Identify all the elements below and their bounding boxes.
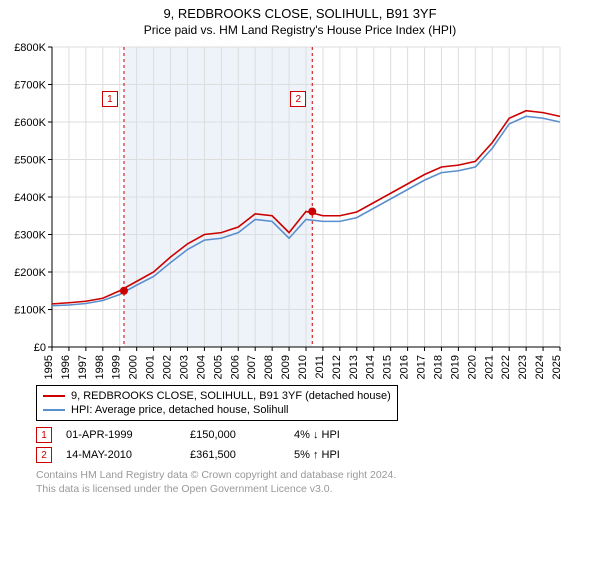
page-subtitle: Price paid vs. HM Land Registry's House … [0,23,600,37]
sale-date: 01-APR-1999 [66,429,176,441]
sale-date: 14-MAY-2010 [66,449,176,461]
legend-item: 9, REDBROOKS CLOSE, SOLIHULL, B91 3YF (d… [43,390,391,402]
price-chart: £0 £100K £200K £300K £400K £500K £600K £700K £80… [0,41,564,381]
attribution-line: This data is licensed under the Open Gov… [36,483,600,497]
svg-text:1997: 1997 [77,355,89,379]
svg-text:2016: 2016 [399,355,411,379]
svg-text:£700K: £700K [14,80,46,92]
sale-row: 2 14-MAY-2010 £361,500 5% ↑ HPI [36,447,600,463]
legend-swatch [43,409,65,411]
svg-text:2011: 2011 [314,355,326,379]
sale-price: £361,500 [190,449,280,461]
sales-table: 1 01-APR-1999 £150,000 4% ↓ HPI 2 14-MAY-2010… [36,427,600,463]
svg-text:1996: 1996 [60,355,72,379]
sale-diff: 4% ↓ HPI [294,429,374,441]
legend-item: HPI: Average price, detached house, Soli… [43,404,391,416]
svg-text:£400K: £400K [14,192,46,204]
svg-text:£800K: £800K [14,42,46,54]
legend-swatch [43,395,65,397]
svg-text:2001: 2001 [145,355,157,379]
svg-text:2007: 2007 [246,355,258,379]
svg-text:2023: 2023 [517,355,529,379]
svg-text:2025: 2025 [551,355,563,379]
svg-text:2014: 2014 [365,355,377,379]
attribution-line: Contains HM Land Registry data © Crown c… [36,469,600,483]
sale-marker-label: 2 [290,91,306,107]
svg-text:£200K: £200K [14,267,46,279]
svg-text:2005: 2005 [212,355,224,379]
svg-text:1998: 1998 [94,355,106,379]
sale-diff: 5% ↑ HPI [294,449,374,461]
svg-text:2003: 2003 [178,355,190,379]
page-title: 9, REDBROOKS CLOSE, SOLIHULL, B91 3YF [0,6,600,21]
svg-text:2013: 2013 [348,355,360,379]
svg-text:2012: 2012 [331,355,343,379]
sale-price: £150,000 [190,429,280,441]
sale-marker-icon: 2 [36,447,52,463]
svg-text:1999: 1999 [111,355,123,379]
legend-label: HPI: Average price, detached house, Soli… [71,404,289,416]
sale-row: 1 01-APR-1999 £150,000 4% ↓ HPI [36,427,600,443]
svg-text:2006: 2006 [229,355,241,379]
svg-text:£500K: £500K [14,155,46,167]
svg-text:2019: 2019 [449,355,461,379]
svg-text:£0: £0 [34,342,46,354]
svg-text:2022: 2022 [500,355,512,379]
svg-text:2018: 2018 [432,355,444,379]
svg-text:1995: 1995 [43,355,55,379]
svg-text:2009: 2009 [280,355,292,379]
svg-text:2020: 2020 [466,355,478,379]
svg-text:2015: 2015 [382,355,394,379]
legend-label: 9, REDBROOKS CLOSE, SOLIHULL, B91 3YF (d… [71,390,391,402]
svg-text:2000: 2000 [128,355,140,379]
svg-text:2017: 2017 [416,355,428,379]
svg-text:£100K: £100K [14,305,46,317]
svg-text:2008: 2008 [263,355,275,379]
attribution: Contains HM Land Registry data © Crown c… [36,469,600,496]
svg-text:2004: 2004 [195,355,207,379]
svg-text:2002: 2002 [162,355,174,379]
svg-text:£300K: £300K [14,230,46,242]
legend: 9, REDBROOKS CLOSE, SOLIHULL, B91 3YF (d… [36,385,398,421]
svg-text:2010: 2010 [297,355,309,379]
svg-text:2021: 2021 [483,355,495,379]
sale-marker-label: 1 [102,91,118,107]
svg-text:£600K: £600K [14,117,46,129]
svg-text:2024: 2024 [534,355,546,379]
sale-marker-icon: 1 [36,427,52,443]
